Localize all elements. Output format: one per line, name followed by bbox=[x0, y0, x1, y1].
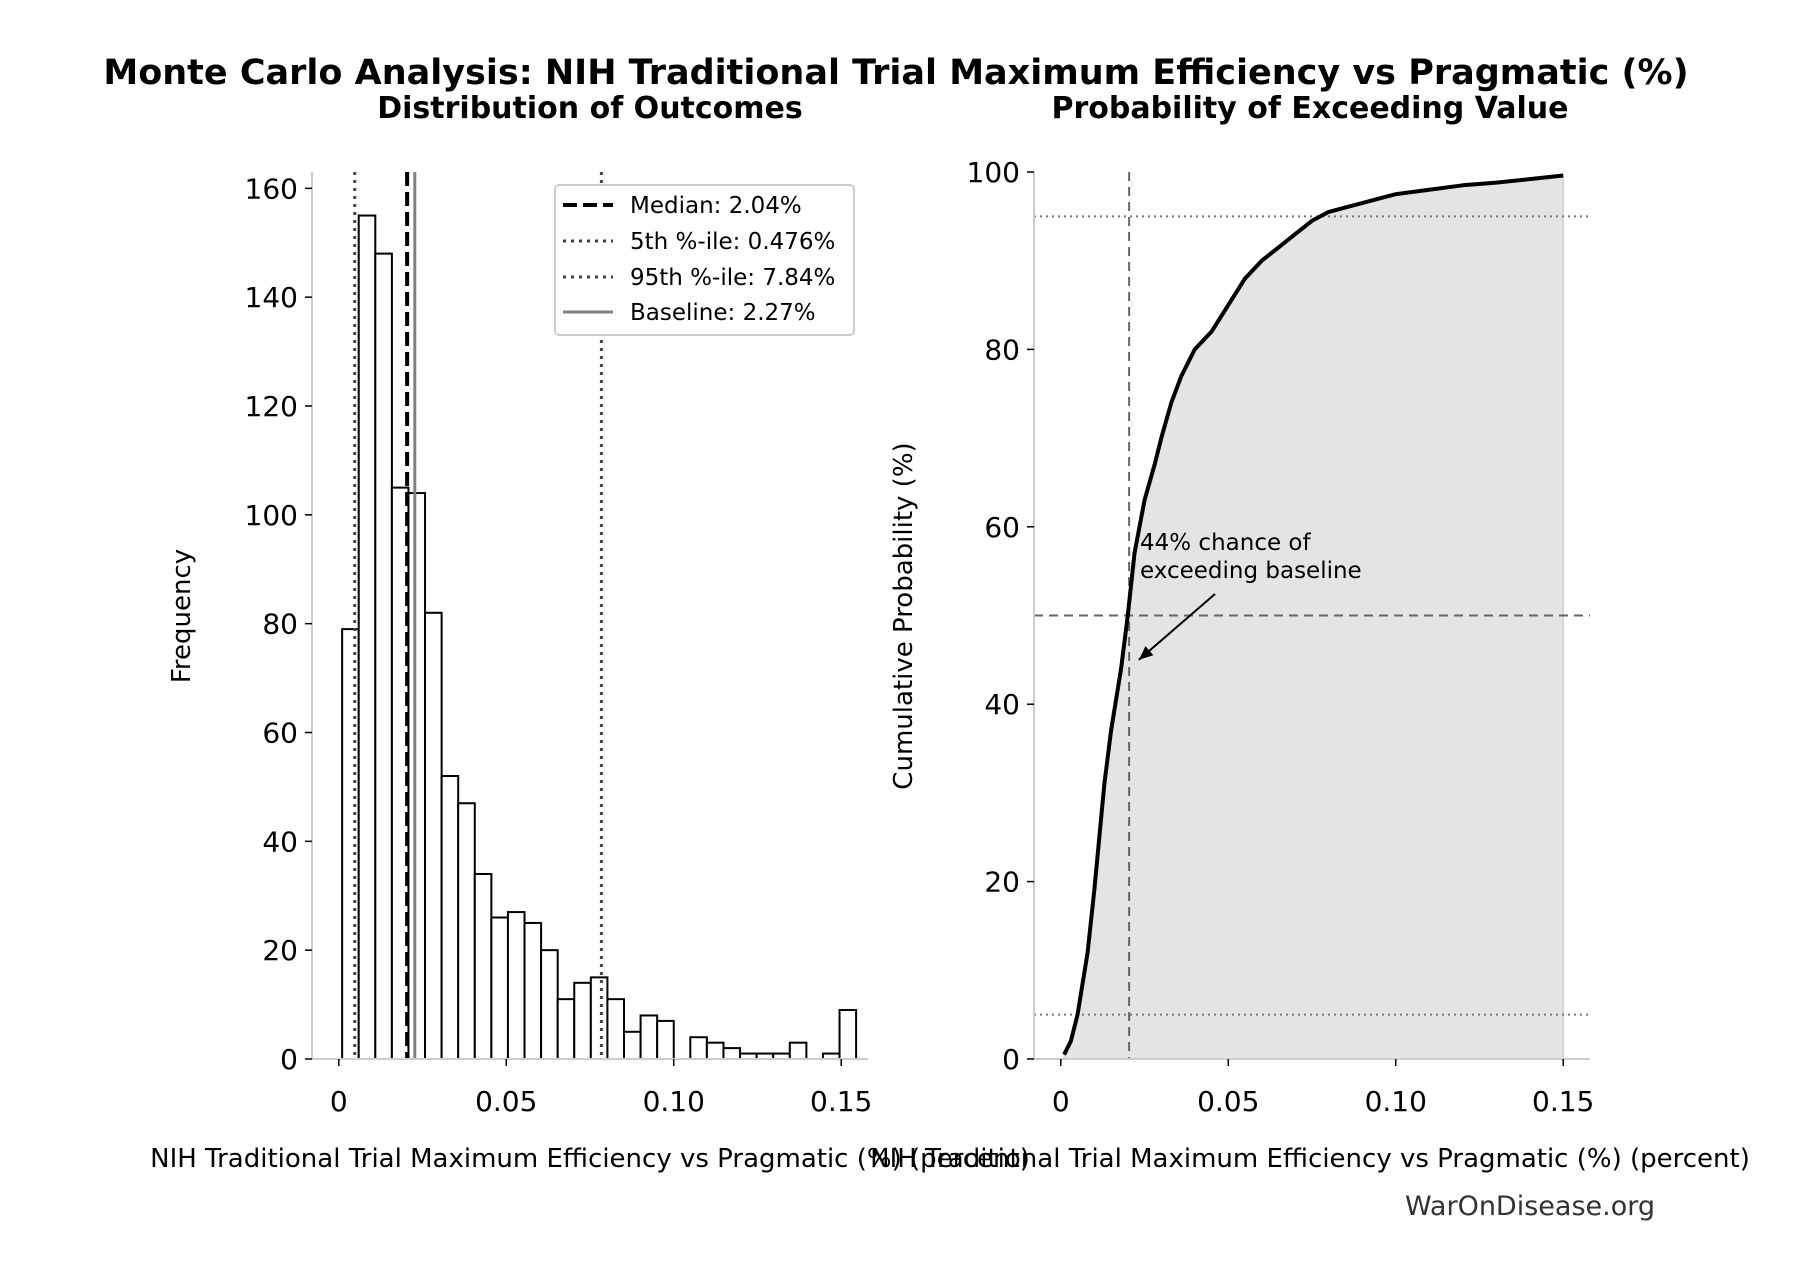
annotation-arrow bbox=[1138, 593, 1216, 661]
cdf-ytick-label: 80 bbox=[984, 333, 1020, 366]
cdf-ylabel: Cumulative Probability (%) bbox=[889, 442, 919, 789]
histogram-xlabel: NIH Traditional Trial Maximum Efficiency… bbox=[150, 1144, 1030, 1174]
cdf-curve bbox=[1062, 173, 1564, 1056]
histogram-ytick-label: 160 bbox=[245, 172, 298, 205]
histogram-bar bbox=[523, 921, 543, 1060]
histogram-bar bbox=[788, 1041, 808, 1060]
cdf-xtick-label: 0.10 bbox=[1365, 1085, 1427, 1118]
histogram-legend: Median: 2.04% 5th %-ile: 0.476% 95th %-i… bbox=[554, 184, 855, 336]
legend-box bbox=[554, 184, 855, 336]
cdf-title: Probability of Exceeding Value bbox=[1051, 91, 1568, 126]
histogram-bar bbox=[357, 214, 377, 1060]
cdf-line bbox=[1062, 173, 1564, 1056]
histogram-bar bbox=[490, 916, 509, 1060]
cdf-panel: Probability of Exceeding Value 0 20 40 60 80… bbox=[870, 91, 1750, 1174]
annotation-text-line1: 44% chance of bbox=[1140, 530, 1312, 556]
histogram-ytick-label: 20 bbox=[262, 934, 298, 967]
histogram-xtick-label: 0 bbox=[330, 1085, 348, 1118]
cdf-ytick-label: 0 bbox=[1002, 1043, 1020, 1076]
cdf-xlabel: NIH Traditional Trial Maximum Efficiency… bbox=[870, 1144, 1750, 1174]
histogram-bar bbox=[838, 1009, 858, 1060]
histogram-axes: 0 20 40 60 80 100 120 140 160 0 0.05 0.10 0.15 bbox=[245, 172, 872, 1118]
histogram-bar bbox=[473, 872, 493, 1060]
histogram-xtick-label: 0.15 bbox=[810, 1085, 872, 1118]
cdf-ytick-label: 20 bbox=[984, 866, 1020, 899]
histogram-title: Distribution of Outcomes bbox=[377, 91, 803, 126]
cdf-axes: 0 20 40 60 80 100 0 0.05 0.10 0.15 bbox=[967, 156, 1595, 1118]
figure-suptitle: Monte Carlo Analysis: NIH Traditional Tr… bbox=[103, 53, 1688, 93]
histogram-reference-lines bbox=[353, 172, 603, 1059]
histogram-ylabel: Frequency bbox=[167, 549, 197, 683]
histogram-bar bbox=[440, 775, 460, 1061]
histogram-bar bbox=[556, 998, 576, 1061]
cdf-xtick-label: 0.15 bbox=[1532, 1085, 1594, 1118]
legend-p95-label: 95th %-ile: 7.84% bbox=[630, 265, 835, 291]
cdf-annotation: 44% chance of exceeding baseline bbox=[1138, 530, 1362, 661]
annotation-text-line2: exceeding baseline bbox=[1140, 558, 1362, 584]
histogram-bar bbox=[705, 1041, 725, 1060]
annotation-arrowhead bbox=[1138, 646, 1154, 660]
histogram-ytick-label: 60 bbox=[262, 716, 298, 749]
cdf-xtick-label: 0.05 bbox=[1197, 1085, 1259, 1118]
histogram-xtick-label: 0.10 bbox=[643, 1085, 705, 1118]
cdf-ytick-label: 60 bbox=[984, 511, 1020, 544]
histogram-bar bbox=[424, 611, 443, 1060]
histogram-bar bbox=[622, 1030, 642, 1060]
histogram-panel: Distribution of Outcomes 0 20 40 60 80 100 120… bbox=[150, 91, 1030, 1174]
histogram-bar bbox=[589, 976, 609, 1060]
cdf-xtick-label: 0 bbox=[1052, 1085, 1070, 1118]
histogram-bar bbox=[639, 1014, 659, 1060]
histogram-bar bbox=[374, 252, 393, 1060]
watermark: WarOnDisease.org bbox=[1405, 1191, 1655, 1222]
histogram-bar bbox=[722, 1047, 742, 1061]
cdf-ytick-label: 100 bbox=[967, 156, 1020, 189]
legend-baseline-label: Baseline: 2.27% bbox=[630, 300, 816, 326]
histogram-bars bbox=[341, 214, 858, 1061]
histogram-ytick-label: 40 bbox=[262, 825, 298, 858]
histogram-xtick-label: 0.05 bbox=[475, 1085, 537, 1118]
histogram-bar bbox=[656, 1019, 675, 1060]
histogram-bar bbox=[506, 911, 526, 1060]
histogram-bar bbox=[689, 1036, 708, 1061]
cdf-fill-area bbox=[1063, 174, 1564, 1060]
histogram-ytick-label: 0 bbox=[280, 1043, 298, 1076]
cdf-shaded-area bbox=[1063, 174, 1564, 1060]
histogram-bar bbox=[573, 981, 592, 1061]
cdf-ytick-label: 40 bbox=[984, 688, 1020, 721]
histogram-ytick-label: 100 bbox=[245, 499, 298, 532]
legend-p5-label: 5th %-ile: 0.476% bbox=[630, 229, 835, 255]
histogram-bar bbox=[606, 998, 625, 1061]
histogram-bar bbox=[540, 949, 559, 1061]
histogram-bar bbox=[457, 802, 476, 1060]
histogram-ytick-label: 120 bbox=[245, 390, 298, 423]
histogram-ytick-label: 80 bbox=[262, 608, 298, 641]
legend-median-label: Median: 2.04% bbox=[630, 193, 802, 219]
histogram-bar bbox=[407, 492, 427, 1060]
histogram-ytick-label: 140 bbox=[245, 281, 298, 314]
